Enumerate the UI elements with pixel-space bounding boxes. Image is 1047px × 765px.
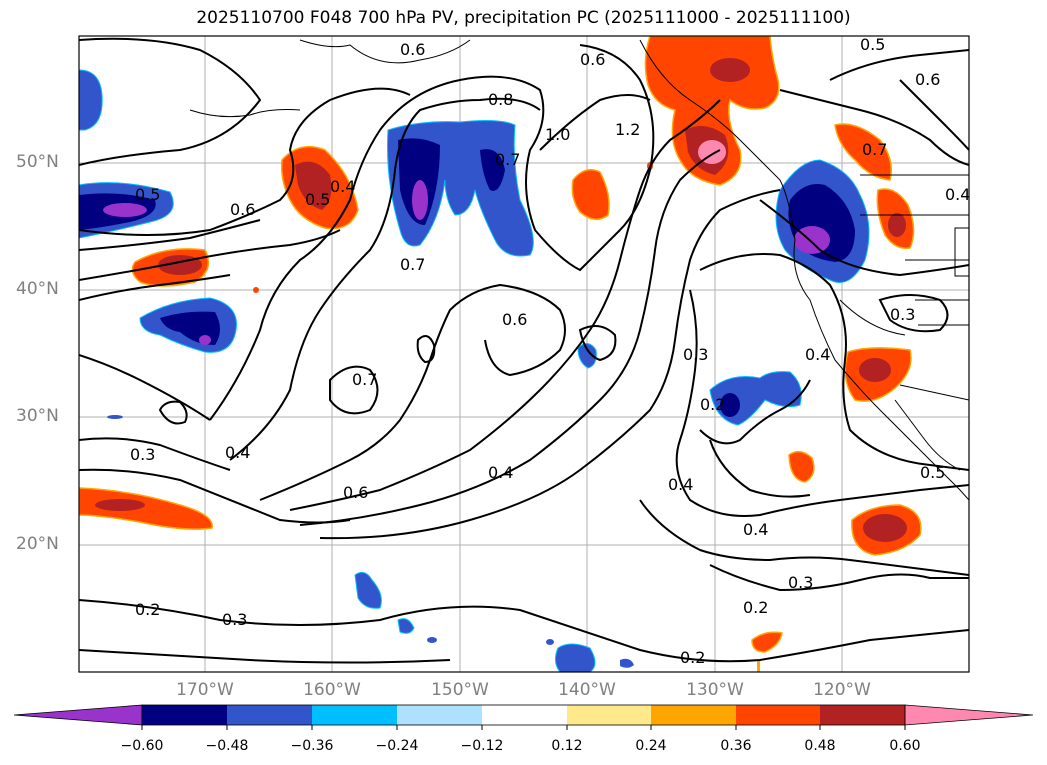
colorbar-tick: 0.36: [720, 738, 752, 754]
lat-label-30n: 30°N: [16, 406, 59, 426]
colorbar: [13, 704, 1034, 730]
contour-label: 0.4: [805, 345, 830, 364]
contour-label: 0.4: [945, 185, 970, 204]
colorbar-segment: [482, 705, 567, 725]
contour-label: 0.5: [860, 35, 885, 54]
colorbar-tick: −0.60: [120, 738, 164, 754]
pv-contours: [79, 37, 969, 664]
contour-label: 0.6: [400, 40, 425, 59]
contour-label: 0.6: [915, 70, 940, 89]
contour-label: 0.8: [488, 90, 513, 109]
colorbar-segment: [820, 705, 905, 725]
colorbar-tick: −0.12: [460, 738, 504, 754]
lon-label-170w: 170°W: [176, 680, 234, 700]
contour-label: 0.7: [400, 255, 425, 274]
colorbar-segment: [142, 705, 227, 725]
colorbar-segment: [312, 705, 397, 725]
contour-label: 0.2: [743, 598, 768, 617]
colorbar-tick: 0.48: [804, 738, 836, 754]
precip-positive: [79, 36, 922, 672]
contour-label: 0.3: [683, 345, 708, 364]
colorbar-segment: [651, 705, 736, 725]
lon-label-160w: 160°W: [303, 680, 361, 700]
colorbar-segment: [736, 705, 820, 725]
lon-label-120w: 120°W: [813, 680, 871, 700]
contour-label: 0.3: [222, 610, 247, 629]
colorbar-tick: 0.60: [889, 738, 921, 754]
map-frame-bg: [79, 36, 969, 672]
colorbar-outline: [141, 704, 906, 726]
colorbar-extend-low: [13, 704, 143, 726]
contour-label: 0.3: [788, 573, 813, 592]
contour-label: 0.3: [890, 305, 915, 324]
colorbar-tick: −0.48: [205, 738, 249, 754]
coastlines: [189, 39, 969, 501]
colorbar-tick: −0.24: [375, 738, 419, 754]
contour-label: 0.5: [305, 190, 330, 209]
contour-label: 0.4: [668, 475, 693, 494]
map-frame: [78, 35, 970, 673]
contour-label: 0.4: [225, 443, 250, 462]
contour-label: 0.2: [680, 648, 705, 667]
colorbar-tick: 0.24: [635, 738, 667, 754]
contour-label: 0.4: [330, 177, 355, 196]
lon-label-130w: 130°W: [686, 680, 744, 700]
map-title: 2025110700 F048 700 hPa PV, precipitatio…: [196, 8, 851, 28]
contour-label: 0.7: [495, 150, 520, 169]
contour-label: 0.6: [580, 50, 605, 69]
contour-label: 0.7: [352, 370, 377, 389]
precip-negative: [79, 69, 870, 672]
contour-label: 0.5: [920, 463, 945, 482]
colorbar-extend-high: [904, 704, 1034, 726]
lon-label-140w: 140°W: [558, 680, 616, 700]
contour-label: 0.4: [743, 520, 768, 539]
contour-labels: 0.6 0.5 0.6 0.8 1.0 1.2 0.5 0.4 0.5 0.7 …: [130, 35, 970, 667]
contour-label: 1.0: [545, 125, 570, 144]
contour-label: 0.3: [130, 445, 155, 464]
lat-label-40n: 40°N: [16, 279, 59, 299]
lat-label-20n: 20°N: [16, 534, 59, 554]
contour-label: 0.2: [135, 600, 160, 619]
contour-label: 0.2: [700, 395, 725, 414]
contour-label: 0.6: [343, 483, 368, 502]
colorbar-segment: [567, 705, 651, 725]
colorbar-segment: [227, 705, 312, 725]
contour-label: 0.6: [230, 200, 255, 219]
colorbar-tick: 0.12: [551, 738, 583, 754]
contour-label: 0.6: [502, 310, 527, 329]
lon-label-150w: 150°W: [431, 680, 489, 700]
colorbar-tick: −0.36: [290, 738, 334, 754]
colorbar-segment: [397, 705, 482, 725]
contour-label: 0.5: [135, 185, 160, 204]
contour-label: 0.7: [862, 140, 887, 159]
contour-label: 1.2: [615, 120, 640, 139]
lat-label-50n: 50°N: [16, 152, 59, 172]
contour-label: 0.4: [488, 463, 513, 482]
